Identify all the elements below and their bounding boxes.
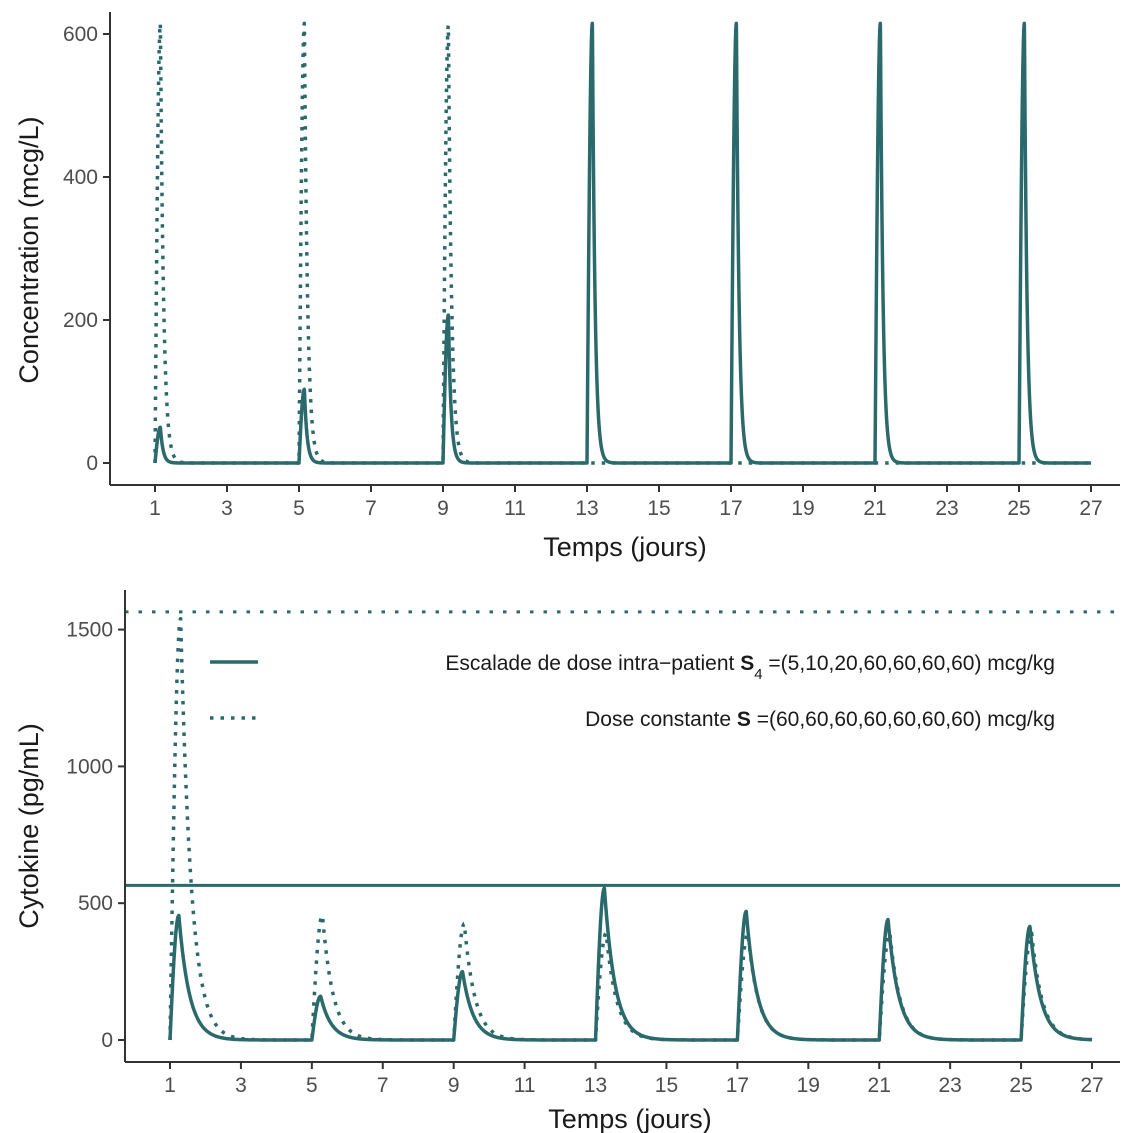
legend-entry-constant: Dose constante S =(60,60,60,60,60,60,60)…	[585, 708, 1055, 731]
cytokine-y-tick-label: 1000	[66, 755, 113, 778]
concentration-y-ticks: 0 200 400 600	[63, 23, 110, 475]
concentration-series-dotted	[153, 21, 1093, 465]
concentration-x-tick-label: 11	[504, 497, 526, 520]
concentration-x-tick-label: 23	[935, 497, 958, 520]
concentration-x-tick-label: 7	[365, 497, 377, 520]
concentration-x-tick-label: 9	[437, 497, 449, 520]
cytokine-series-solid	[168, 886, 1094, 1042]
concentration-series	[153, 21, 1093, 465]
concentration-x-tick-label: 1	[149, 497, 161, 520]
cytokine-x-tick-label: 19	[797, 1074, 820, 1097]
concentration-x-ticks: 1 3 5 7 9 11 13 15 17 19 21 23 25 27	[149, 485, 1103, 520]
concentration-series-solid	[153, 21, 1093, 465]
cytokine-x-tick-label: 13	[584, 1074, 607, 1097]
cytokine-threshold-lines	[125, 610, 1120, 887]
cytokine-x-tick-label: 27	[1080, 1074, 1103, 1097]
concentration-x-tick-label: 15	[647, 497, 670, 520]
concentration-x-tick-label: 27	[1079, 497, 1102, 520]
concentration-x-tick-label: 19	[791, 497, 814, 520]
cytokine-x-tick-label: 7	[377, 1074, 389, 1097]
cytokine-x-tick-label: 3	[235, 1074, 247, 1097]
cytokine-x-tick-label: 21	[868, 1074, 891, 1097]
cytokine-x-ticks: 1 3 5 7 9 11 13 15 17 19 21 23 25 27	[164, 1062, 1104, 1097]
concentration-x-tick-label: 13	[575, 497, 598, 520]
concentration-y-tick-label: 0	[86, 452, 98, 475]
concentration-y-tick-label: 600	[63, 23, 98, 46]
concentration-x-title: Temps (jours)	[543, 532, 707, 562]
cytokine-x-tick-label: 15	[655, 1074, 678, 1097]
cytokine-x-tick-label: 25	[1009, 1074, 1032, 1097]
legend-entry-escalation: Escalade de dose intra−patient S4 =(5,10…	[445, 652, 1055, 683]
cytokine-y-tick-label: 500	[78, 892, 113, 915]
cytokine-x-tick-label: 23	[938, 1074, 961, 1097]
legend: Escalade de dose intra−patient S4 =(5,10…	[210, 652, 1055, 731]
concentration-y-title: Concentration (mcg/L)	[14, 116, 44, 383]
cytokine-series	[168, 616, 1094, 1042]
concentration-x-tick-label: 25	[1007, 497, 1030, 520]
cytokine-y-ticks: 0 500 1000 1500	[66, 619, 125, 1052]
cytokine-x-title: Temps (jours)	[548, 1104, 712, 1133]
cytokine-x-tick-label: 17	[726, 1074, 749, 1097]
cytokine-y-tick-label: 1500	[66, 619, 113, 642]
cytokine-x-tick-label: 9	[448, 1074, 460, 1097]
concentration-x-tick-label: 3	[221, 497, 233, 520]
concentration-x-tick-label: 17	[719, 497, 742, 520]
concentration-y-tick-label: 400	[63, 166, 98, 189]
cytokine-y-tick-label: 0	[101, 1029, 113, 1052]
concentration-y-tick-label: 200	[63, 309, 98, 332]
cytokine-x-tick-label: 5	[306, 1074, 318, 1097]
cytokine-x-tick-label: 1	[164, 1074, 176, 1097]
cytokine-x-tick-label: 11	[514, 1074, 536, 1097]
cytokine-series-dotted	[168, 616, 1094, 1042]
concentration-x-tick-label: 21	[863, 497, 886, 520]
cytokine-y-title: Cytokine (pg/mL)	[14, 723, 44, 929]
concentration-x-tick-label: 5	[293, 497, 305, 520]
